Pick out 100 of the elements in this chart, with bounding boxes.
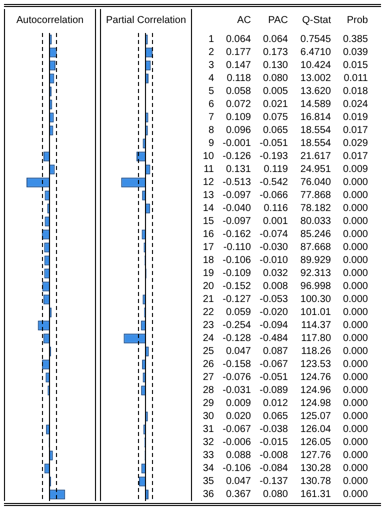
data-label: 0.116 (262, 202, 288, 215)
data-label: -0.254 (222, 319, 251, 332)
data-label: 0.047 (224, 475, 251, 488)
text: 0.015 (342, 59, 368, 72)
data-label: 0.021 (262, 98, 288, 111)
category-label: 26 (202, 359, 214, 370)
text: 124.96 (299, 384, 331, 397)
text: 0.000 (342, 462, 368, 475)
text: 10.424 (299, 59, 331, 72)
data-label: 0.065 (262, 410, 288, 423)
data-label: -0.010 (258, 254, 288, 267)
category-label: 11 (204, 164, 214, 175)
data-label: 0.001 (262, 215, 288, 228)
data-label: 0.088 (224, 449, 251, 462)
category-label: 33 (202, 450, 214, 461)
data-label: -0.089 (258, 384, 288, 397)
text: 0.000 (342, 267, 368, 280)
data-label: 0.109 (224, 111, 251, 124)
category-label: 29 (202, 398, 214, 409)
text: 0.009 (342, 163, 368, 176)
data-label: -0.127 (222, 293, 251, 306)
data-label: -0.015 (258, 436, 288, 449)
data-label: -0.038 (258, 423, 288, 436)
text: 0.018 (342, 85, 368, 98)
data-label: -0.067 (222, 423, 251, 436)
text: 123.53 (299, 358, 331, 371)
category-label: 25 (202, 346, 214, 357)
text: 114.37 (300, 319, 331, 332)
category-label: 6 (208, 99, 214, 110)
data-label: 0.173 (262, 46, 288, 59)
text: Prob (346, 14, 368, 28)
text: 0.000 (342, 397, 368, 410)
data-label: 0.064 (224, 33, 251, 46)
data-label: 0.072 (224, 98, 251, 111)
data-label: -0.109 (222, 267, 251, 280)
text: 126.05 (299, 436, 331, 449)
text: 21.617 (299, 150, 331, 163)
text: 130.78 (299, 475, 331, 488)
text: 0.000 (342, 189, 368, 202)
text: 0.017 (342, 124, 368, 137)
category-label: 31 (202, 424, 214, 435)
data-label: 0.064 (262, 33, 288, 46)
data-label: 0.087 (262, 345, 288, 358)
text: 78.182 (299, 202, 331, 215)
data-label: 0.009 (224, 397, 251, 410)
category-label: 22 (202, 307, 214, 318)
data-label: -0.008 (258, 449, 288, 462)
text: 18.554 (299, 124, 331, 137)
category-label: 20 (202, 281, 214, 292)
text: 89.929 (299, 254, 331, 267)
data-label: -0.152 (222, 280, 251, 293)
data-label: 0.005 (262, 85, 288, 98)
data-label: -0.067 (258, 358, 288, 371)
data-label: 0.075 (262, 111, 288, 124)
text: 0.000 (342, 410, 368, 423)
text: 0.039 (342, 46, 368, 59)
data-label: 0.008 (262, 280, 288, 293)
category-label: 34 (208, 60, 214, 84)
text: 130.28 (299, 462, 331, 475)
category-label: 10 (202, 151, 214, 162)
data-label: -0.162 (222, 228, 251, 241)
text: 0.000 (342, 215, 368, 228)
data-label: -0.097 (222, 189, 251, 202)
data-label: -0.513 (222, 176, 251, 189)
category-label: 28 (202, 385, 214, 396)
data-label: -0.158 (222, 358, 251, 371)
category-label: 14 (202, 203, 214, 214)
data-label: -0.110 (222, 241, 251, 254)
text: 0.019 (342, 111, 368, 124)
text: 0.000 (342, 254, 368, 267)
text: 0.000 (342, 423, 368, 436)
text: 0.000 (342, 449, 368, 462)
data-label: 0.147 (224, 59, 251, 72)
text: 118.26 (300, 345, 331, 358)
data-label: -0.094 (258, 319, 288, 332)
data-label: 0.020 (224, 410, 251, 423)
text: 0.000 (342, 475, 368, 488)
data-label: 0.131 (224, 163, 251, 176)
text: 85.246 (299, 228, 331, 241)
text: 87.668 (299, 241, 331, 254)
data-label: 0.080 (262, 72, 288, 85)
text: 0.000 (342, 228, 368, 241)
data-label: -0.106 (222, 462, 251, 475)
category-label: 12 (208, 34, 214, 58)
data-label: 0.065 (262, 124, 288, 137)
text: 0.000 (342, 345, 368, 358)
category-label: 16 (202, 229, 214, 240)
category-label: 12 (202, 177, 214, 188)
data-label: 0.367 (224, 488, 251, 501)
category-label: 17 (202, 242, 214, 253)
category-label: 7 (208, 112, 214, 123)
category-label: 32 (202, 437, 214, 448)
text: 0.000 (342, 293, 368, 306)
data-label: 0.080 (262, 488, 288, 501)
category-label: 34 (202, 463, 214, 474)
data-label: -0.006 (222, 436, 251, 449)
category-label: 9 (208, 138, 214, 149)
category-label: 36 (202, 489, 214, 500)
data-label: 0.059 (224, 306, 251, 319)
text: 100.30 (299, 293, 331, 306)
